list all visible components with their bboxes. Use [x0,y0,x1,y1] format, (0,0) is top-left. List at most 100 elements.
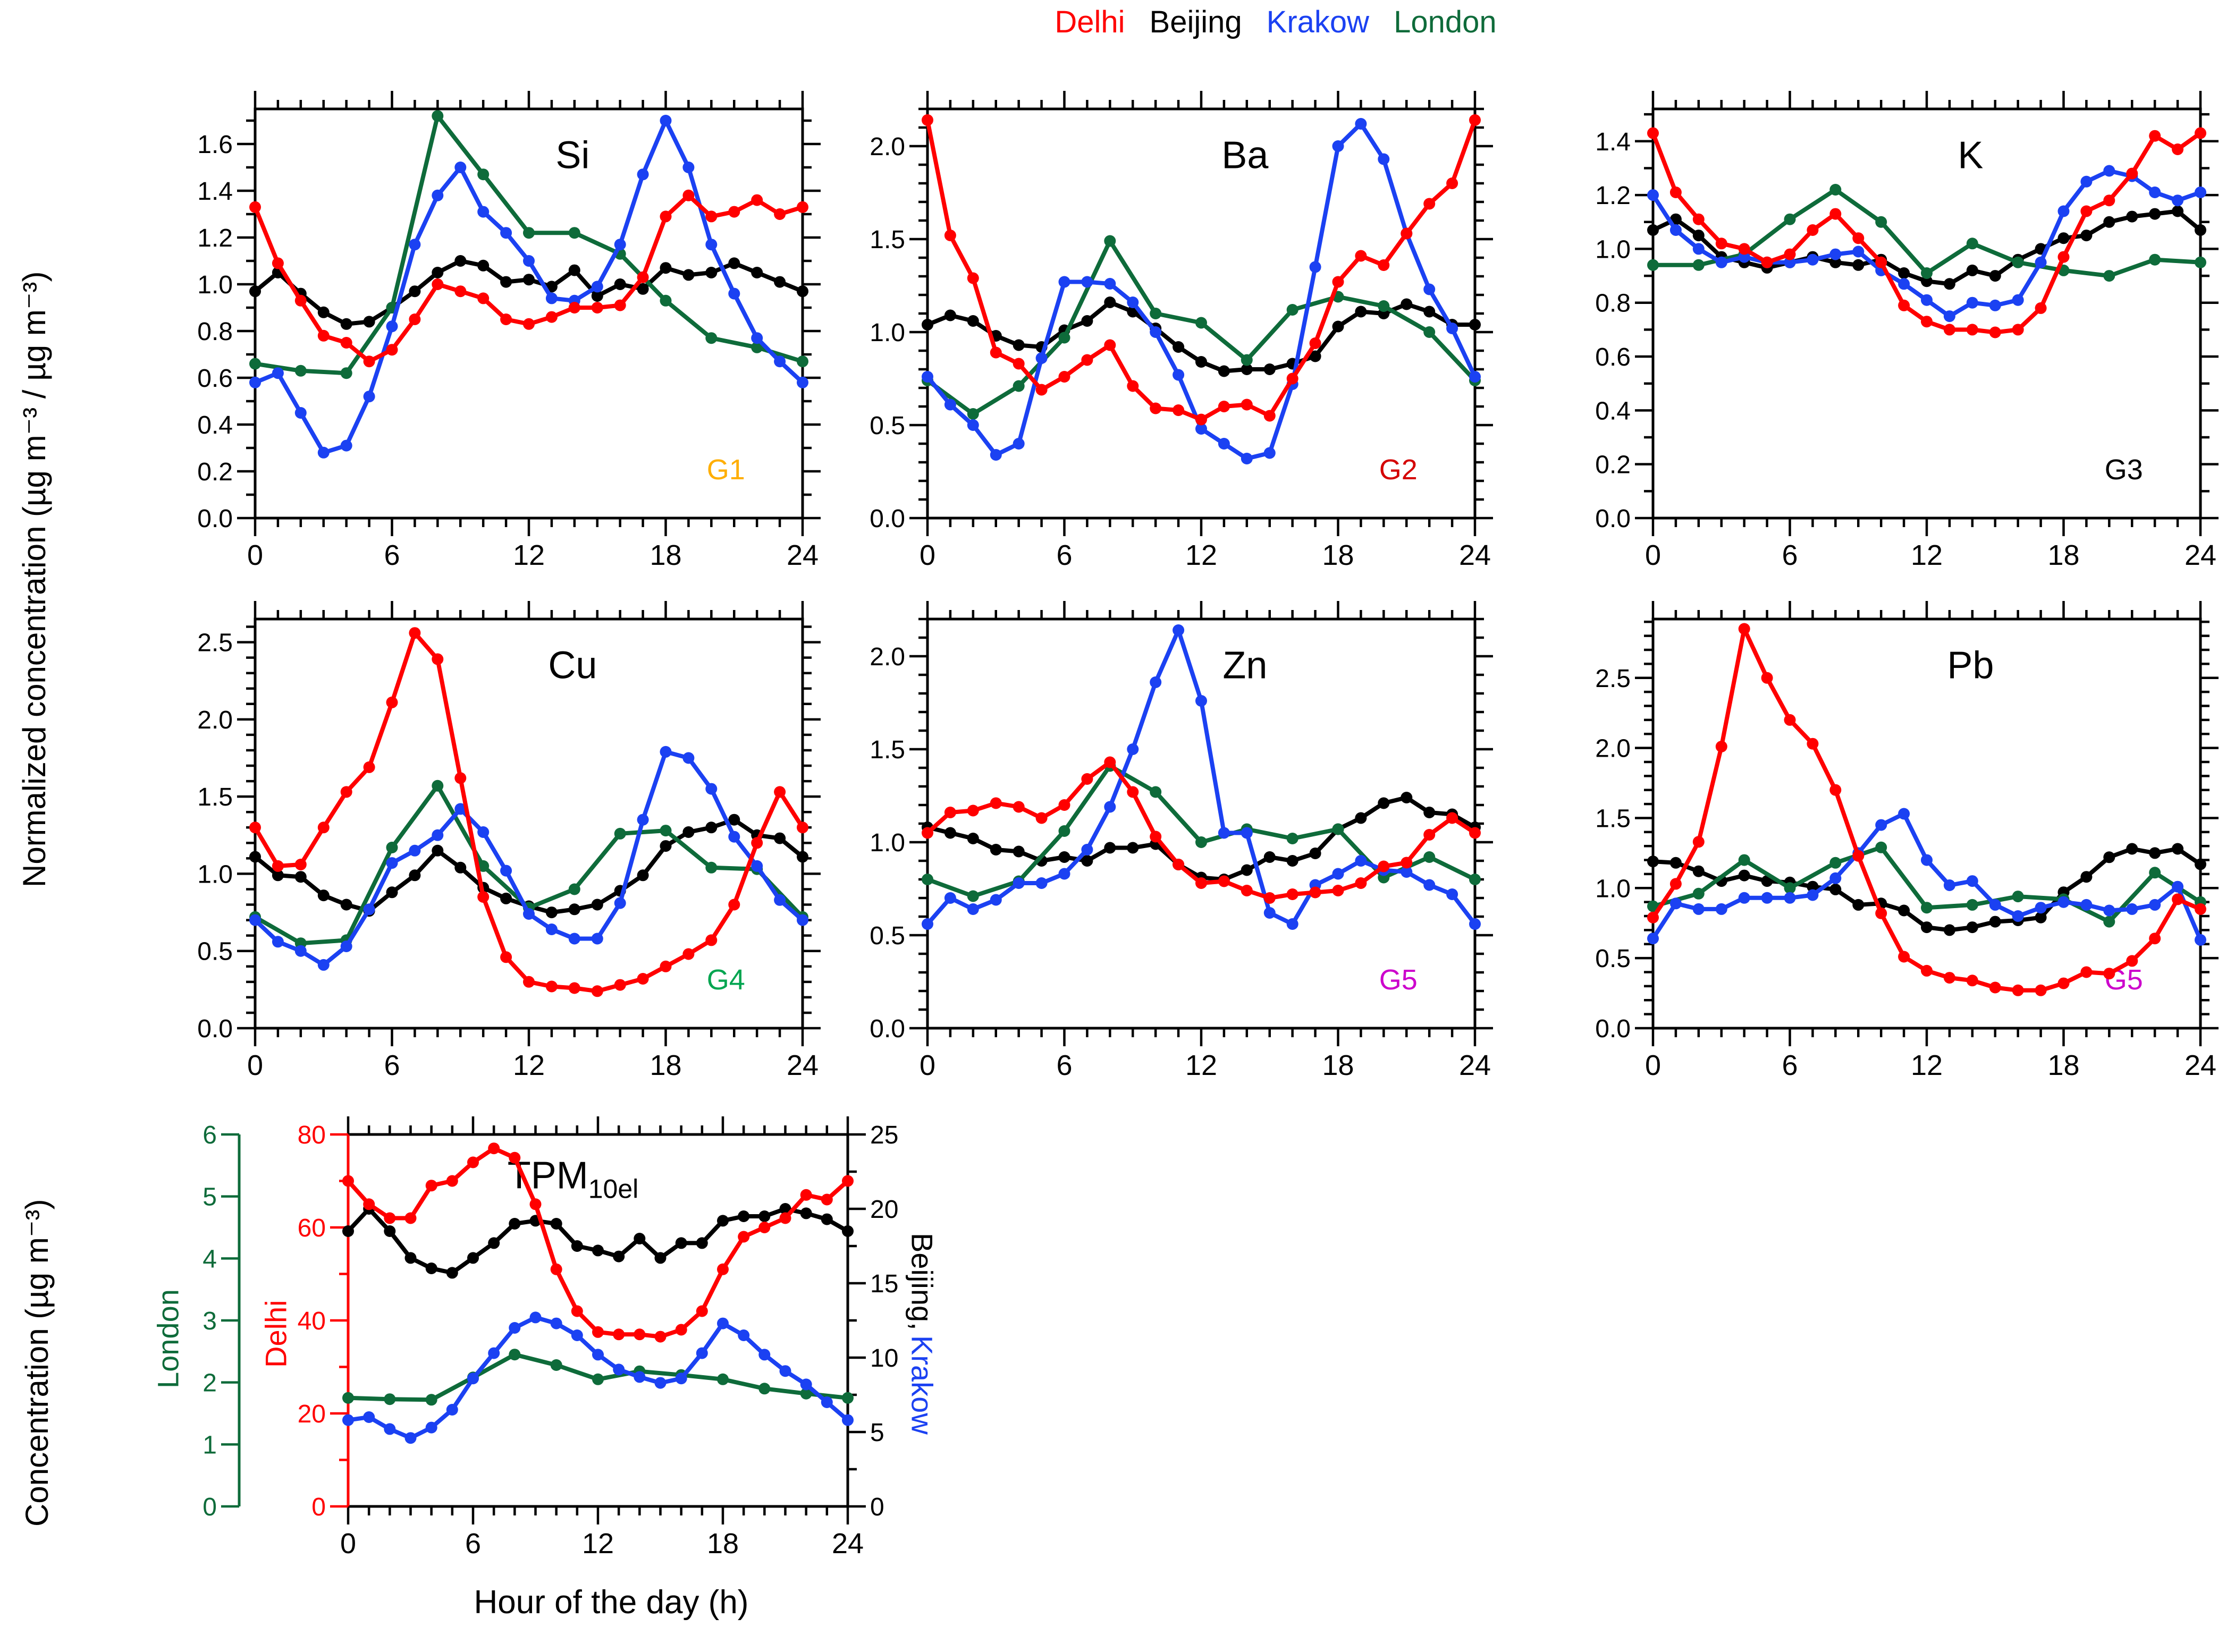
svg-text:60: 60 [298,1214,326,1242]
series-london [249,110,808,379]
svg-text:12: 12 [582,1528,614,1560]
legend-item-delhi: Delhi [1055,5,1125,39]
series-krakow [922,118,1481,464]
svg-text:6: 6 [384,539,400,571]
svg-text:1.0: 1.0 [870,319,905,347]
svg-text:5: 5 [203,1183,217,1212]
svg-text:3: 3 [203,1307,217,1335]
svg-text:6: 6 [1782,539,1798,571]
svg-text:0.5: 0.5 [870,412,905,440]
chart-title-cu: Cu [548,645,597,687]
group-tag-ba: G2 [1379,454,1418,486]
svg-text:0: 0 [1645,539,1661,571]
series-london [249,780,808,950]
legend: Delhi Beijing Krakow London [877,4,1674,40]
series-delhi [922,114,1481,426]
series-delhi [249,189,808,368]
svg-text:0.5: 0.5 [197,938,233,966]
svg-text:6: 6 [203,1121,217,1149]
svg-text:18: 18 [650,1049,681,1081]
svg-text:0.5: 0.5 [870,922,905,950]
svg-text:6: 6 [465,1528,481,1560]
svg-text:0.2: 0.2 [197,458,233,486]
series-delhi [249,627,808,997]
svg-text:0: 0 [920,539,935,571]
series-krakow [342,1311,854,1444]
chart-title-zn: Zn [1222,645,1267,687]
series-krakow [1647,808,2206,946]
chart-si: 0 6 12 18 24 0.0 0.2 0.4 0.6 0.8 1.0 1.2 1.4 1.6 Si G1 [197,91,821,571]
svg-text:6: 6 [1056,539,1072,571]
svg-text:0: 0 [247,1049,263,1081]
svg-text:1.5: 1.5 [870,226,905,254]
x-axis-label: Hour of the day (h) [474,1584,749,1621]
svg-text:18: 18 [707,1528,739,1560]
svg-text:0: 0 [1645,1049,1661,1081]
svg-text:15: 15 [870,1270,898,1298]
group-tag-zn: G5 [1379,964,1418,996]
svg-text:0.5: 0.5 [1595,945,1631,973]
svg-text:0.4: 0.4 [197,411,233,439]
chart-tpm: 0 6 12 18 2402040608001234560510152025TPM10e… [203,1116,898,1560]
svg-text:2.5: 2.5 [197,629,233,657]
svg-text:6: 6 [1782,1049,1798,1081]
svg-text:1.0: 1.0 [1595,235,1631,264]
svg-text:1.5: 1.5 [870,736,905,764]
svg-text:18: 18 [2047,1049,2079,1081]
svg-text:1.2: 1.2 [1595,182,1631,210]
svg-text:12: 12 [1911,539,1943,571]
svg-text:1: 1 [203,1431,217,1459]
series-delhi [1647,623,2206,996]
svg-text:40: 40 [298,1307,326,1335]
svg-text:1.6: 1.6 [197,131,233,159]
svg-text:0.8: 0.8 [197,318,233,346]
series-london [922,235,1481,420]
chart-title-pb: Pb [1947,645,1994,687]
svg-text:2.5: 2.5 [1595,665,1631,693]
svg-text:1.0: 1.0 [1595,875,1631,903]
svg-text:4: 4 [203,1245,217,1273]
svg-text:6: 6 [1056,1049,1072,1081]
svg-text:2: 2 [203,1369,217,1397]
svg-text:0: 0 [311,1493,326,1521]
svg-text:24: 24 [1459,1049,1491,1081]
svg-text:1.4: 1.4 [1595,128,1631,156]
svg-text:24: 24 [1459,539,1491,571]
svg-text:24: 24 [787,1049,819,1081]
svg-text:0.0: 0.0 [870,505,905,533]
svg-text:24: 24 [2185,1049,2216,1081]
svg-text:0.8: 0.8 [1595,290,1631,318]
svg-text:18: 18 [650,539,681,571]
svg-text:25: 25 [870,1121,898,1149]
chart-zn: 0 6 12 18 24 0.0 0.5 1.0 1.5 2.0 Zn G5 [870,601,1493,1081]
svg-text:0: 0 [920,1049,935,1081]
tpm-krakow-axis-label: Krakow [905,1335,939,1435]
series-delhi [342,1142,854,1343]
chart-ba: 0 6 12 18 24 0.0 0.5 1.0 1.5 2.0 Ba G2 [870,91,1493,571]
series-krakow [249,115,808,459]
series-delhi [922,756,1481,904]
svg-text:24: 24 [832,1528,864,1560]
svg-text:1.0: 1.0 [197,271,233,299]
svg-text:20: 20 [298,1400,326,1428]
chart-k: 0 6 12 18 24 0.0 0.2 0.4 0.6 0.8 1.0 1.2 1.4 K G3 [1595,91,2219,571]
chart-title-tpm: TPM10el [508,1155,639,1204]
svg-text:10: 10 [870,1344,898,1373]
svg-text:0.4: 0.4 [1595,397,1631,425]
group-tag-cu: G4 [707,964,745,996]
series-delhi [1647,127,2206,338]
svg-text:18: 18 [1322,539,1354,571]
legend-item-london: London [1394,5,1497,39]
svg-text:1.5: 1.5 [1595,804,1631,833]
chart-title-ba: Ba [1221,134,1269,177]
svg-text:12: 12 [1911,1049,1943,1081]
chart-title-k: K [1958,134,1983,177]
svg-text:0.0: 0.0 [197,1015,233,1043]
svg-text:2.0: 2.0 [870,643,905,671]
svg-text:12: 12 [513,1049,545,1081]
svg-text:2.0: 2.0 [1595,735,1631,763]
svg-text:0.0: 0.0 [870,1015,905,1043]
y-axis-label-concentration: Concentration (µg m⁻³) [19,1199,55,1527]
